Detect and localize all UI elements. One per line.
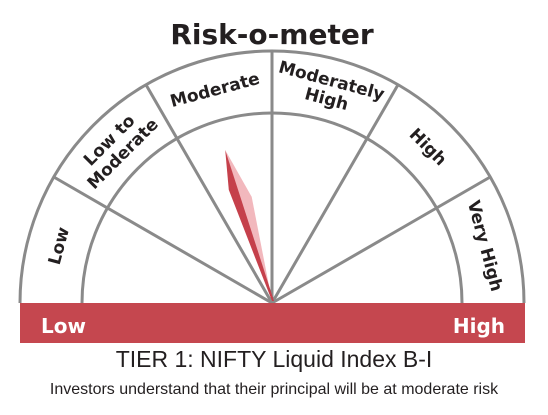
needle-pointer xyxy=(225,150,274,301)
segment-divider xyxy=(270,84,400,304)
scale-low-label: Low xyxy=(41,314,86,338)
segment-label: Moderate xyxy=(168,69,262,112)
risk-needle xyxy=(225,150,274,301)
segment-label: High xyxy=(405,125,450,170)
segment-label: Low toModerate xyxy=(70,101,162,193)
segment-dividers xyxy=(53,51,491,305)
segment-divider xyxy=(144,84,274,304)
segment-label: Very High xyxy=(463,198,507,293)
scheme-name: TIER 1: NIFTY Liquid Index B-I xyxy=(115,346,433,372)
segment-divider xyxy=(271,175,491,305)
segment-divider xyxy=(53,175,273,305)
scale-high-label: High xyxy=(453,314,505,338)
risk-disclaimer: Investors understand that their principa… xyxy=(49,381,499,398)
segment-label: Low xyxy=(45,225,74,267)
risk-scale-bar xyxy=(20,303,525,343)
meter-title: Risk-o-meter xyxy=(170,18,373,51)
